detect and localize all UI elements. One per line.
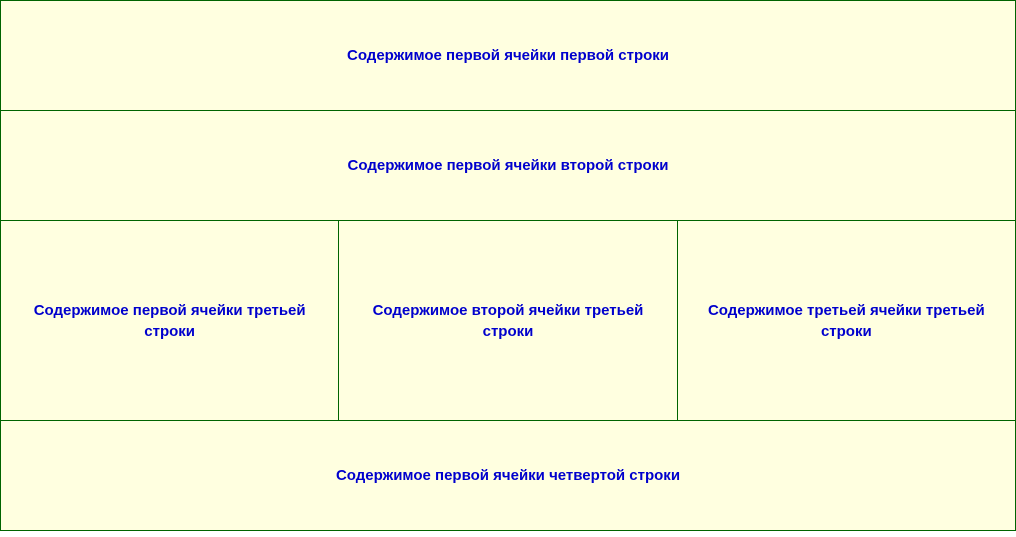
cell-text: Содержимое первой ячейки второй строки	[348, 157, 669, 174]
content-table: Содержимое первой ячейки первой строки С…	[0, 0, 1016, 531]
table-cell: Содержимое первой ячейки второй строки	[1, 111, 1016, 221]
table-row: Содержимое первой ячейки первой строки	[1, 1, 1016, 111]
table-cell: Содержимое первой ячейки третьей строки	[1, 221, 339, 421]
table-row: Содержимое первой ячейки третьей строки …	[1, 221, 1016, 421]
cell-text: Содержимое третьей ячейки третьей строки	[708, 302, 985, 340]
table-row: Содержимое первой ячейки второй строки	[1, 111, 1016, 221]
table-cell: Содержимое первой ячейки первой строки	[1, 1, 1016, 111]
cell-text: Содержимое первой ячейки третьей строки	[34, 302, 306, 340]
cell-text: Содержимое второй ячейки третьей строки	[373, 302, 644, 340]
table-body: Содержимое первой ячейки первой строки С…	[1, 1, 1016, 531]
table-cell: Содержимое второй ячейки третьей строки	[339, 221, 677, 421]
table-row: Содержимое первой ячейки четвертой строк…	[1, 421, 1016, 531]
cell-text: Содержимое первой ячейки четвертой строк…	[336, 467, 680, 484]
cell-text: Содержимое первой ячейки первой строки	[347, 47, 669, 64]
table-cell: Содержимое третьей ячейки третьей строки	[677, 221, 1015, 421]
table-cell: Содержимое первой ячейки четвертой строк…	[1, 421, 1016, 531]
